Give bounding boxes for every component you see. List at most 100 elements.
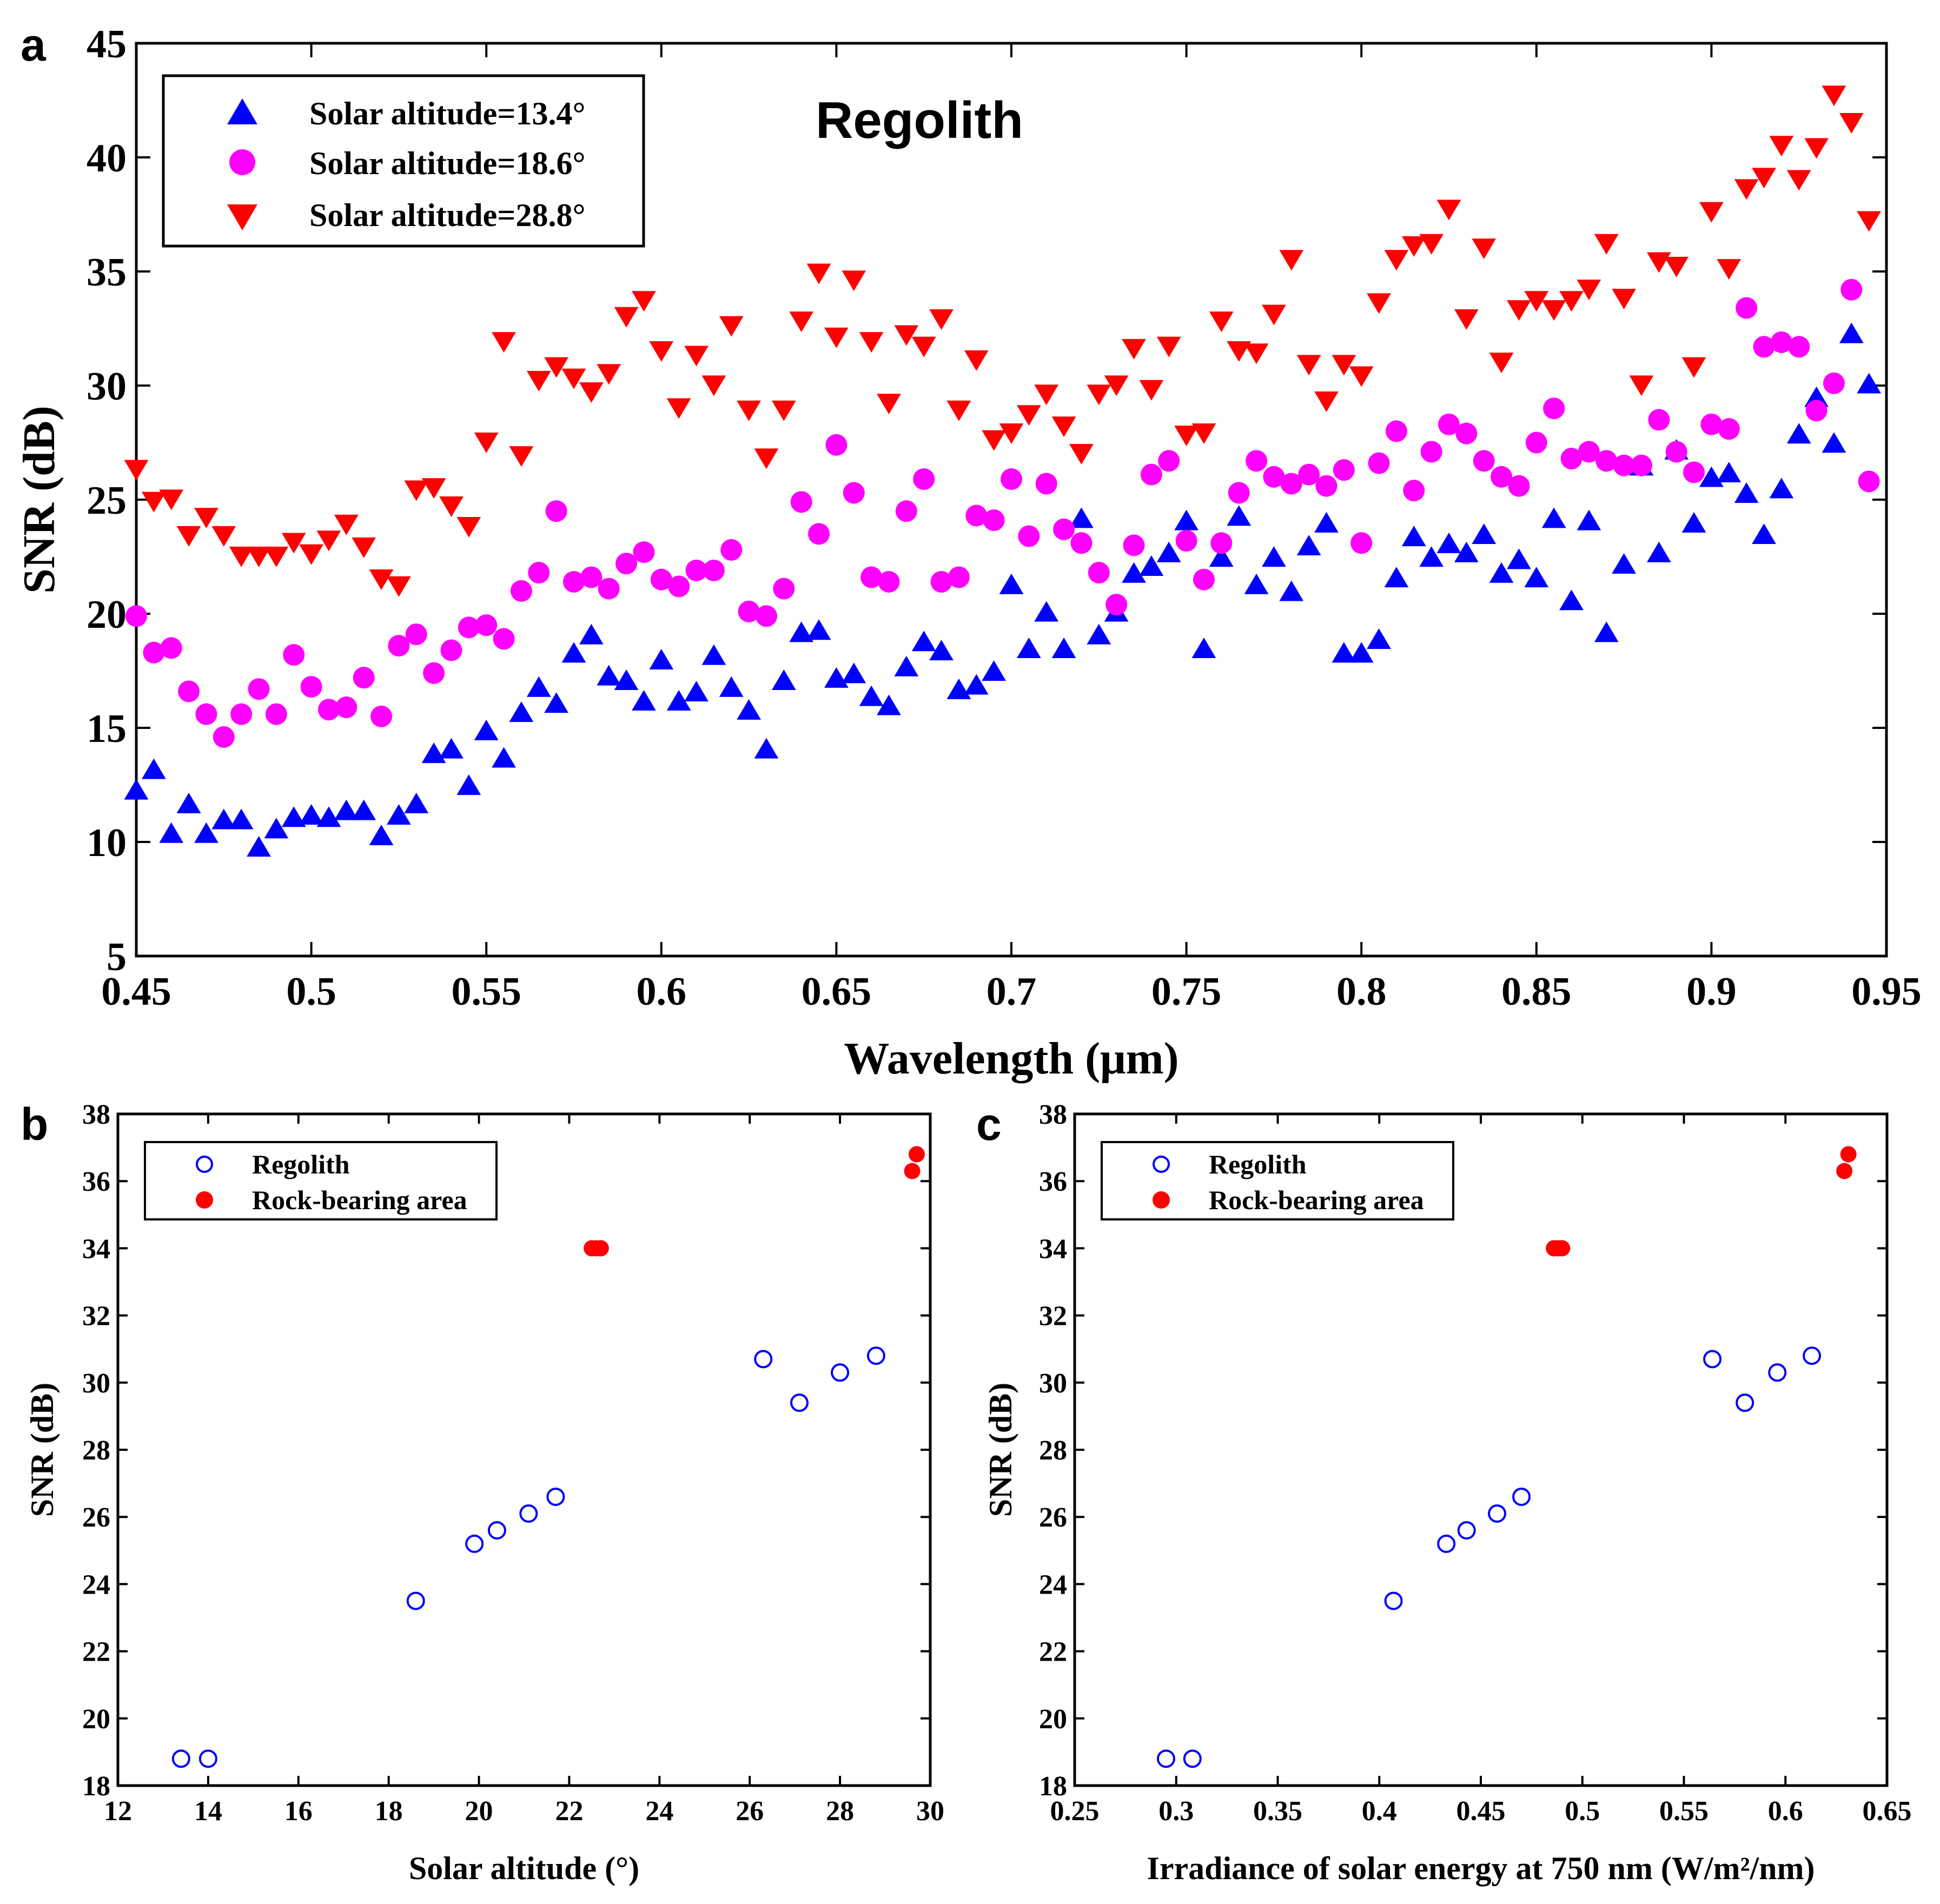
panel-a-series-2-point bbox=[1455, 422, 1478, 445]
panel-a-series-1-point bbox=[474, 719, 499, 740]
panel-a-series-1-point bbox=[649, 649, 674, 670]
panel-b-series-1-point bbox=[465, 1534, 484, 1553]
panel-a-series-1-point bbox=[1209, 546, 1234, 567]
panel-a-series-3-point bbox=[1209, 311, 1234, 333]
panel-label-a: a bbox=[21, 19, 47, 70]
panel-a-series-2-point bbox=[563, 570, 585, 593]
panel-a-series-3-point bbox=[474, 432, 499, 453]
panel-a-xlabel: Wavelength (μm) bbox=[844, 1033, 1178, 1084]
panel-a-series-3-point bbox=[982, 430, 1007, 451]
panel-a-series-3-point bbox=[929, 309, 954, 330]
panel-a-series-1-point bbox=[1296, 535, 1321, 556]
panel-a-series-3-point bbox=[247, 546, 271, 567]
panel-c-series-1-point bbox=[1457, 1521, 1476, 1540]
panel-a-series-1-point bbox=[492, 747, 516, 768]
panel-a-series-2-point bbox=[265, 703, 287, 725]
panel-a-series-1-point bbox=[877, 694, 901, 715]
y-tick-label: 22 bbox=[1039, 1637, 1067, 1668]
panel-a-series-3-point bbox=[579, 382, 604, 403]
panel-a-series-1-point bbox=[526, 676, 551, 697]
panel-a-series-1-point bbox=[1279, 580, 1304, 601]
panel-a-series-1-point bbox=[982, 660, 1007, 681]
panel-a-series-2-point bbox=[1210, 532, 1233, 554]
panel-a-series-3-point bbox=[1734, 179, 1759, 200]
panel-a-series-3-point bbox=[999, 423, 1024, 444]
panel-a-series-2-point bbox=[195, 703, 217, 725]
panel-a-series-3-point bbox=[439, 496, 464, 517]
panel-a-series-3-point bbox=[1752, 168, 1776, 189]
y-tick-label: 30 bbox=[82, 1368, 110, 1399]
panel-a-series-1-point bbox=[299, 804, 323, 825]
panel-a-series-3-point bbox=[1279, 250, 1304, 271]
panel-a-series-3-point bbox=[404, 480, 429, 501]
panel-a-series-1-point bbox=[159, 822, 184, 843]
panel-c-ticks bbox=[1074, 1113, 1888, 1787]
panel-a-series-2-point bbox=[703, 559, 725, 581]
panel-a-series-2-point bbox=[1280, 473, 1302, 495]
panel-a-series-2-point bbox=[895, 500, 917, 522]
panel-a-series-3-point bbox=[1227, 341, 1252, 362]
panel-a-series-1-point bbox=[544, 692, 569, 713]
panel-b-legend: Regolith Rock-bearing area bbox=[144, 1141, 498, 1220]
panel-a-series-3-point bbox=[1524, 291, 1549, 312]
panel-a-series-3-point bbox=[1384, 250, 1409, 271]
panel-a-series-3-point bbox=[352, 537, 376, 558]
panel-a-series-2-point bbox=[283, 643, 305, 666]
panel-a-series-1-point bbox=[1769, 477, 1794, 499]
panel-a-series-1-point bbox=[369, 825, 394, 845]
panel-a-series-3-point bbox=[1367, 293, 1391, 314]
panel-a-series-2-point bbox=[598, 578, 620, 600]
y-tick-label: 25 bbox=[87, 479, 127, 523]
panel-b-series-1-point bbox=[171, 1749, 190, 1768]
legend-marker-open-circle bbox=[196, 1156, 213, 1173]
panel-a-series-2-point bbox=[1315, 475, 1338, 497]
panel-a-series-2-point bbox=[510, 580, 532, 602]
panel-a-series-3-point bbox=[1174, 426, 1199, 447]
panel-a-series-3-point bbox=[264, 546, 289, 567]
panel-a-series-2-point bbox=[668, 575, 690, 598]
x-tick-label: 0.35 bbox=[1253, 1796, 1302, 1827]
panel-a-series-3-point bbox=[1559, 291, 1584, 312]
legend-marker-open-circle bbox=[1153, 1156, 1170, 1173]
panel-a-series-1-point bbox=[842, 662, 866, 684]
panel-a-series-2-point bbox=[353, 667, 375, 689]
panel-a-series-3-point bbox=[1139, 380, 1164, 401]
x-tick-label: 28 bbox=[826, 1796, 854, 1827]
panel-b-series-1-point bbox=[487, 1521, 506, 1540]
panel-a-series-1-point bbox=[281, 806, 306, 827]
panel-c-series-1-point bbox=[1488, 1504, 1507, 1523]
panel-a-series-2-point bbox=[1123, 534, 1145, 556]
panel-a-series-1-point bbox=[754, 738, 779, 759]
panel-a-series-2-point bbox=[1700, 413, 1723, 435]
panel-c-series-1-point bbox=[1736, 1394, 1754, 1412]
y-tick-label: 22 bbox=[82, 1637, 110, 1668]
panel-a-series-2-point bbox=[230, 703, 253, 725]
panel-a-series-3-point bbox=[194, 508, 219, 529]
x-tick-label: 0.7 bbox=[986, 970, 1037, 1014]
y-tick-label: 20 bbox=[87, 593, 127, 637]
panel-a-series-2-point bbox=[615, 553, 638, 575]
panel-a-series-1-point bbox=[1507, 548, 1531, 569]
panel-a-series-2-point bbox=[1438, 413, 1460, 435]
panel-a-series-3-point bbox=[1822, 85, 1846, 107]
panel-a-series-3-point bbox=[1629, 375, 1654, 396]
panel-a-series-2-point bbox=[1630, 454, 1652, 476]
panel-a-series-2-point bbox=[1648, 409, 1670, 431]
y-tick-label: 38 bbox=[82, 1099, 110, 1130]
y-tick-label: 10 bbox=[87, 821, 127, 865]
panel-a-series-3-point bbox=[894, 325, 919, 346]
panel-a-series-1-point bbox=[387, 804, 411, 825]
panel-a-series-1-point bbox=[929, 640, 954, 661]
panel-a-series-2-point bbox=[405, 623, 427, 645]
x-tick-label: 0.55 bbox=[1659, 1796, 1709, 1827]
panel-a-series-3-point bbox=[1191, 423, 1216, 444]
panel-a-ticks bbox=[135, 42, 1888, 957]
panel-a-series-2-point bbox=[1298, 463, 1320, 486]
x-tick-label: 14 bbox=[194, 1796, 222, 1827]
panel-a-series-2-point bbox=[1578, 441, 1600, 463]
legend-marker-blue-triangle bbox=[227, 98, 257, 124]
panel-a-series-1-point bbox=[1227, 505, 1252, 526]
panel-a-series-2-point bbox=[1736, 297, 1758, 319]
panel-a-series-2-point bbox=[125, 605, 147, 627]
x-tick-label: 0.3 bbox=[1158, 1796, 1194, 1827]
